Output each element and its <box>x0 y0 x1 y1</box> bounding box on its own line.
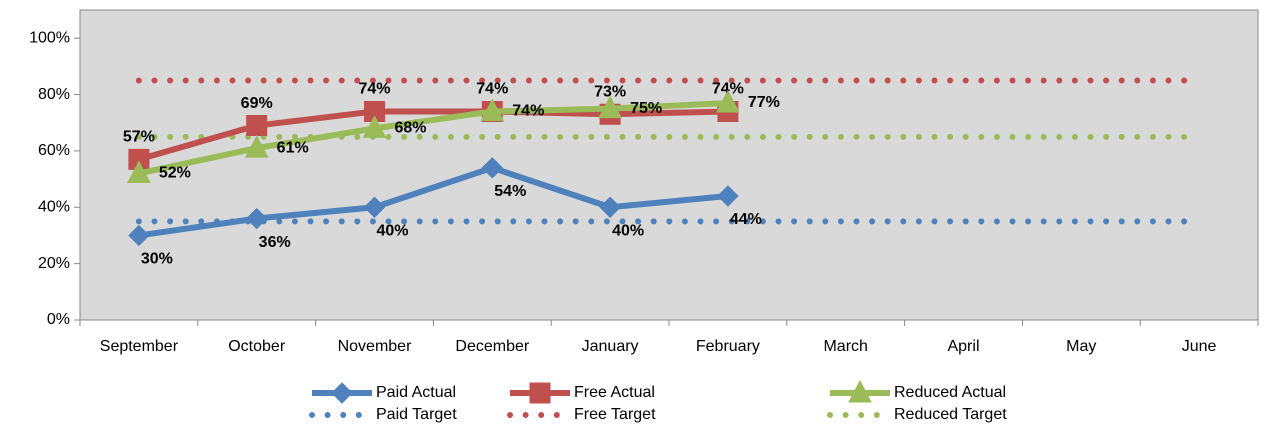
series-line <box>138 100 729 177</box>
x-tick-label: February <box>696 338 760 355</box>
data-label: 54% <box>494 183 526 200</box>
plot-area <box>79 9 1259 321</box>
data-label: 44% <box>730 211 762 228</box>
series-line <box>138 164 729 239</box>
legend-item: Paid Target <box>309 406 457 423</box>
data-label: 30% <box>141 251 173 268</box>
data-label: 69% <box>241 95 273 112</box>
legend-label: Reduced Target <box>894 406 1007 423</box>
x-tick-label: June <box>1182 338 1217 355</box>
x-tick-label: September <box>100 338 179 355</box>
marker <box>599 196 621 218</box>
x-tick-label: November <box>338 338 412 355</box>
y-tick-label: 40% <box>38 198 70 215</box>
x-tick-label: December <box>455 338 529 355</box>
x-tick-label: May <box>1066 338 1096 355</box>
data-label: 36% <box>259 234 291 251</box>
marker <box>480 98 505 121</box>
x-tick-label: January <box>582 338 639 355</box>
data-label: 74% <box>358 81 390 98</box>
data-label: 68% <box>394 120 426 137</box>
legend-item: Reduced Actual <box>830 379 1006 403</box>
y-tick-label: 0% <box>47 311 70 328</box>
data-label: 57% <box>123 129 155 146</box>
marker <box>245 207 268 230</box>
legend-item: Free Target <box>507 406 656 423</box>
data-label: 74% <box>512 103 544 120</box>
data-label: 52% <box>159 165 191 182</box>
marker <box>717 185 739 207</box>
legend-label: Reduced Actual <box>894 384 1006 401</box>
legend-label: Free Actual <box>574 384 655 401</box>
x-tick-label: March <box>823 338 867 355</box>
marker <box>362 115 387 138</box>
y-tick-label: 100% <box>29 29 70 46</box>
data-label: 75% <box>630 100 662 117</box>
legend-label: Paid Actual <box>376 384 456 401</box>
y-tick-label: 20% <box>38 255 70 272</box>
y-tick-label: 60% <box>38 142 70 159</box>
marker <box>529 382 551 404</box>
data-label: 40% <box>376 222 408 239</box>
data-label: 74% <box>476 81 508 98</box>
legend-label: Paid Target <box>376 406 457 423</box>
series-line <box>138 108 728 163</box>
marker <box>848 379 872 403</box>
marker <box>598 95 622 119</box>
legend-item: Reduced Target <box>827 406 1007 423</box>
data-label: 73% <box>594 83 626 100</box>
legend-item: Paid Actual <box>312 382 456 404</box>
legend-item: Free Actual <box>510 382 655 404</box>
legend-label: Free Target <box>574 406 656 423</box>
marker <box>331 382 353 404</box>
data-label: 74% <box>712 81 744 98</box>
marker <box>128 224 150 247</box>
data-label: 77% <box>748 94 780 111</box>
marker <box>364 100 385 122</box>
marker <box>716 89 740 113</box>
marker <box>481 157 504 179</box>
marker <box>127 160 151 183</box>
marker <box>244 135 269 158</box>
marker <box>363 196 386 218</box>
x-tick-label: October <box>228 338 286 355</box>
data-label: 61% <box>277 139 309 156</box>
x-tick-label: April <box>947 338 979 355</box>
data-label: 40% <box>612 222 644 239</box>
marker <box>246 115 268 137</box>
y-tick-label: 80% <box>38 86 70 103</box>
